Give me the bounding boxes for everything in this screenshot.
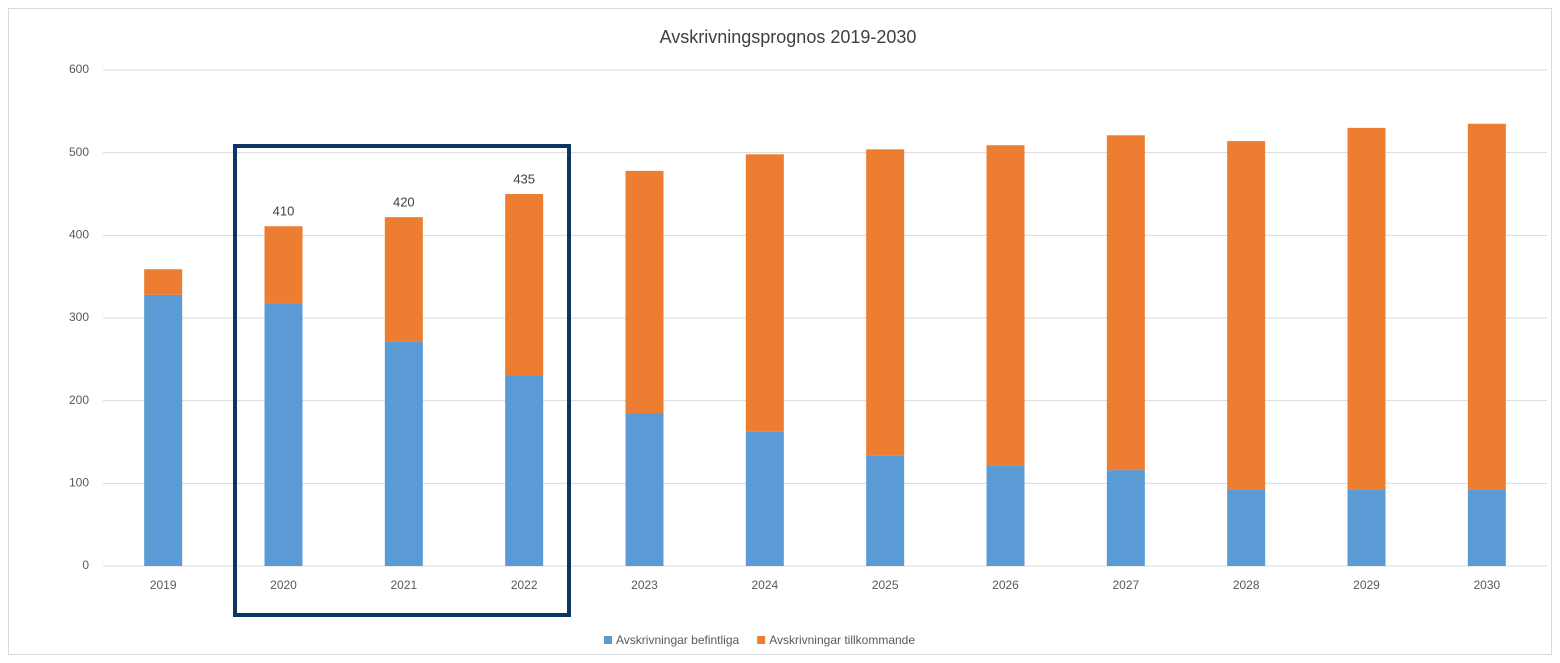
total-label: 435: [513, 171, 535, 186]
bar-segment: [866, 149, 905, 456]
bar-segment: [144, 269, 183, 295]
bar-segment: [986, 465, 1025, 566]
bar-segment: [1347, 489, 1386, 566]
bar-segment: [1347, 127, 1386, 490]
legend-swatch: [604, 636, 612, 644]
bar-segment: [384, 341, 423, 566]
legend-label: Avskrivningar befintliga: [616, 633, 740, 647]
x-tick-label: 2024: [751, 578, 778, 592]
bar-segment: [625, 170, 664, 414]
bar-segment: [1467, 123, 1506, 490]
total-label: 420: [393, 195, 415, 210]
bar-segment: [144, 294, 183, 566]
y-tick-label: 500: [69, 145, 89, 159]
legend-label: Avskrivningar tillkommande: [769, 633, 915, 647]
bar-segment: [264, 303, 303, 566]
bar-segment: [505, 194, 544, 376]
bar-segment: [866, 455, 905, 566]
y-tick-label: 0: [82, 558, 89, 572]
y-tick-label: 400: [69, 228, 89, 242]
bar-segment: [1227, 489, 1266, 566]
legend-swatch: [757, 636, 766, 644]
bar-segment: [1227, 141, 1266, 490]
bar-segment: [1106, 470, 1145, 566]
x-tick-label: 2020: [270, 578, 297, 592]
highlight-box: [233, 144, 571, 617]
x-tick-label: 2023: [631, 578, 658, 592]
x-tick-label: 2022: [511, 578, 538, 592]
x-tick-label: 2029: [1353, 578, 1380, 592]
x-tick-label: 2019: [150, 578, 177, 592]
bar-segment: [745, 431, 784, 566]
bar-segment: [625, 413, 664, 566]
bar-segment: [505, 375, 544, 566]
x-tick-label: 2030: [1473, 578, 1500, 592]
x-tick-label: 2027: [1112, 578, 1139, 592]
bar-segment: [1106, 135, 1145, 471]
total-label: 410: [273, 204, 295, 219]
y-tick-label: 600: [69, 62, 89, 76]
x-tick-label: 2021: [390, 578, 417, 592]
bar-segment: [264, 226, 303, 304]
x-tick-label: 2028: [1233, 578, 1260, 592]
y-tick-label: 300: [69, 310, 89, 324]
bar-segment: [384, 217, 423, 342]
y-tick-label: 200: [69, 393, 89, 407]
bar-segment: [745, 154, 784, 432]
bar-segment: [1467, 489, 1506, 566]
bar-segment: [986, 145, 1025, 466]
chart-title: Avskrivningsprognos 2019-2030: [660, 27, 917, 47]
y-tick-label: 100: [69, 476, 89, 490]
x-tick-label: 2026: [992, 578, 1019, 592]
x-tick-label: 2025: [872, 578, 899, 592]
